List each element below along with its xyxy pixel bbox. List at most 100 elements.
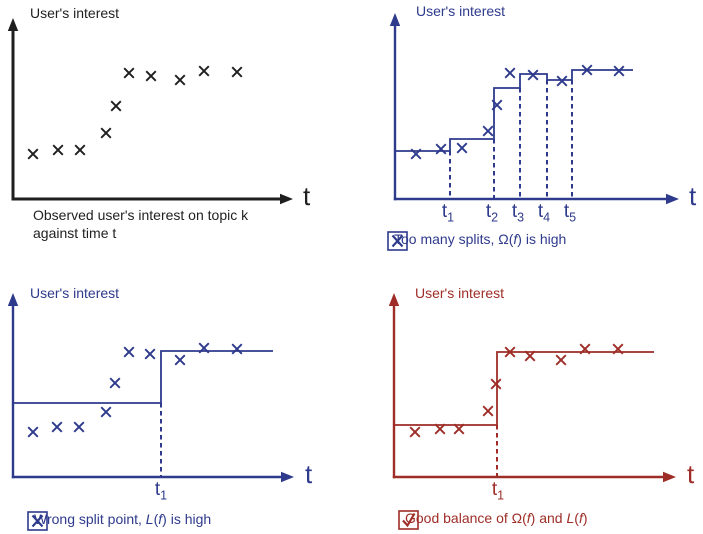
data-point-x-icon — [579, 343, 591, 355]
caption-segment: ) and — [530, 510, 567, 526]
tick-subscript: 3 — [517, 211, 524, 225]
data-point-x-icon — [410, 148, 422, 160]
caption-segment: ( — [153, 511, 159, 527]
data-point-x-icon — [490, 378, 502, 390]
plot-good-balance: t1 — [388, 293, 676, 503]
panel-too-many-splits: t1 t2 t3 t4 t5 User's interest t Too many split… — [352, 0, 703, 267]
tick-subscript: 2 — [491, 211, 498, 225]
panel-observed: User's interest t Observed user's interest… — [0, 0, 352, 267]
data-point-x-icon — [231, 343, 243, 355]
x-axis-title: t — [689, 181, 697, 211]
data-point-x-icon — [123, 346, 135, 358]
data-point-x-icon — [145, 70, 157, 82]
data-point-x-icon — [556, 75, 568, 87]
step-function-line — [13, 350, 273, 404]
data-point-x-icon — [434, 423, 446, 435]
data-point-x-icon — [198, 65, 210, 77]
data-point-x-icon — [491, 99, 503, 111]
tick-base: t — [564, 201, 570, 222]
x-axis-title: t — [687, 459, 695, 489]
caption-segment: ) is high — [162, 511, 212, 527]
panel-good-balance: t1 User's interest t Good balance of Ω(f) a… — [352, 267, 703, 534]
data-point-x-icon — [174, 354, 186, 366]
caption-text: Good balance of Ω(f) and L(f) — [405, 510, 588, 528]
data-point-x-icon — [456, 142, 468, 154]
tick-base: t — [155, 479, 161, 500]
tick-label-t4: t4 — [538, 201, 550, 225]
data-point-x-icon — [504, 346, 516, 358]
y-axis-arrow-icon — [388, 293, 400, 306]
data-point-x-icon — [198, 342, 210, 354]
caption-wrong-split-point: Wrong split point, L(f) is high — [27, 511, 212, 531]
data-point-x-icon — [110, 100, 122, 112]
tick-base: t — [492, 479, 498, 500]
caption-segment: f — [513, 231, 518, 247]
data-point-x-icon — [74, 144, 86, 156]
data-point-x-icon — [482, 125, 494, 137]
tick-subscript: 1 — [447, 211, 454, 225]
x-axis-arrow-icon — [280, 193, 293, 205]
data-point-x-icon — [482, 405, 494, 417]
data-point-x-icon — [109, 377, 121, 389]
y-axis-title: User's interest — [416, 3, 506, 19]
panel-wrong-split-point: t1 User's interest t Wrong split point, L(f… — [0, 267, 352, 534]
data-point-x-icon — [613, 65, 625, 77]
y-axis-title: User's interest — [30, 5, 120, 21]
y-axis-arrow-icon — [389, 13, 401, 26]
data-point-x-icon — [435, 143, 447, 155]
x-axis-title: t — [303, 181, 311, 211]
x-axis-arrow-icon — [666, 193, 679, 205]
tick-subscript: 5 — [569, 211, 576, 225]
y-axis-arrow-icon — [7, 293, 19, 306]
data-point-x-icon — [555, 354, 567, 366]
caption-segment: Good balance of Ω( — [405, 510, 527, 526]
plot-wrong-split-point: t1 — [7, 293, 294, 503]
data-point-x-icon — [144, 348, 156, 360]
data-point-x-icon — [123, 67, 135, 79]
data-point-x-icon — [100, 127, 112, 139]
x-axis-title: t — [305, 459, 313, 489]
caption-segment: f — [578, 510, 583, 526]
data-point-x-icon — [524, 350, 536, 362]
tick-base: t — [512, 201, 518, 222]
plot-too-many-splits: t1 t2 t3 t4 t5 — [389, 13, 679, 225]
data-point-x-icon — [581, 64, 593, 76]
caption-segment: L — [145, 511, 154, 527]
caption-segment: Observed user's interest on topic k — [33, 207, 249, 223]
tick-label-t1: t1 — [492, 479, 504, 503]
caption-segment: f — [526, 510, 531, 526]
data-point-x-icon — [504, 67, 516, 79]
caption-text: Too many splits, Ω(f) is high — [394, 231, 566, 249]
data-point-x-icon — [231, 66, 243, 78]
tick-label-t3: t3 — [512, 201, 524, 225]
caption-segment: f — [158, 511, 163, 527]
step-function-line — [395, 69, 633, 152]
data-point-x-icon — [51, 421, 63, 433]
x-axis-arrow-icon — [281, 471, 294, 483]
tick-label-t1: t1 — [155, 479, 167, 503]
data-point-x-icon — [612, 343, 624, 355]
step-function-line — [394, 351, 654, 426]
caption-segment: Too many splits, Ω( — [394, 231, 514, 247]
data-point-x-icon — [27, 148, 39, 160]
caption-good-balance: Good balance of Ω(f) and L(f) — [398, 510, 588, 530]
caption-text: Observed user's interest on topic k again… — [33, 207, 248, 242]
caption-observed: Observed user's interest on topic k again… — [33, 207, 248, 242]
data-point-x-icon — [409, 426, 421, 438]
tick-base: t — [486, 201, 492, 222]
y-axis-arrow-icon — [7, 18, 19, 31]
tick-label-t5: t5 — [564, 201, 576, 225]
data-point-x-icon — [52, 144, 64, 156]
y-axis-title: User's interest — [30, 285, 120, 301]
caption-segment: against time t — [33, 224, 117, 241]
caption-segment: ) is high — [517, 231, 567, 247]
tick-subscript: 1 — [497, 489, 504, 503]
tick-subscript: 4 — [543, 211, 550, 225]
caption-segment: ) — [582, 510, 588, 526]
caption-segment: ( — [574, 510, 579, 526]
data-point-x-icon — [27, 426, 39, 438]
y-axis-title: User's interest — [415, 285, 505, 301]
tick-label-t2: t2 — [486, 201, 498, 225]
tick-subscript: 1 — [160, 489, 167, 503]
